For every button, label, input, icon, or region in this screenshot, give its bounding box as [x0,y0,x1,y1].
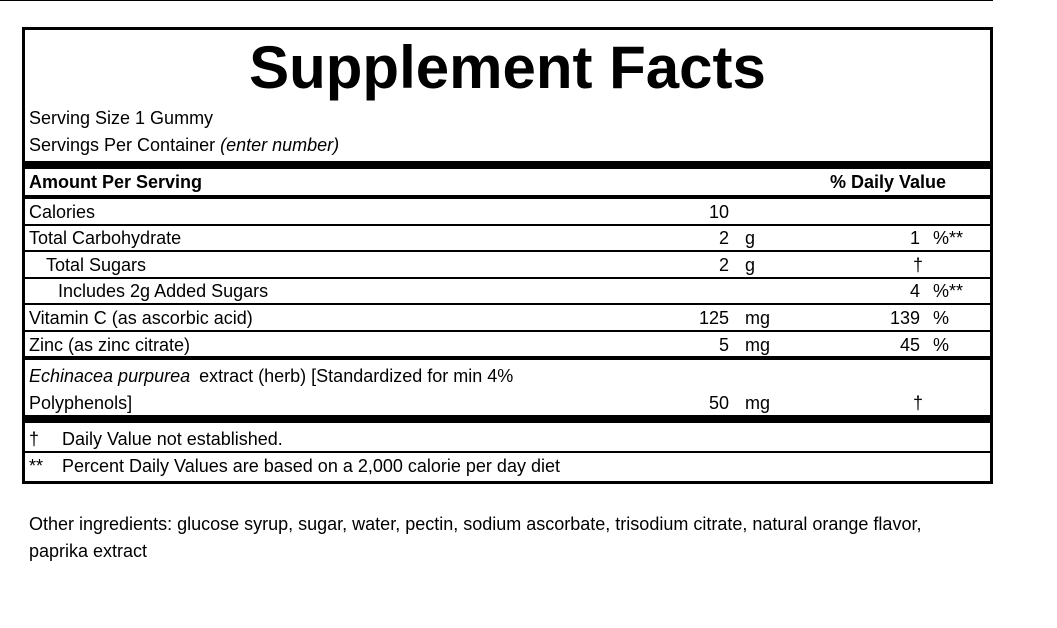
daily-value-unit: % [933,308,950,328]
unit: g [745,228,756,248]
thick-rule [25,415,990,423]
unit: mg [745,393,771,413]
herb-name-2: Polyphenols] [29,393,133,413]
unit: g [745,255,756,275]
footnote-text: Daily Value not established. [62,429,283,449]
amount: 125 [698,308,729,328]
servings-value: (enter number) [220,135,340,155]
footnote-symbol: † [29,429,40,449]
nutrient-name: Total Carbohydrate [29,228,182,248]
daily-value-unit: %** [933,281,964,301]
footnote-rule [25,451,990,453]
footnote-symbol: ** [29,456,44,476]
daily-value: † [913,255,924,275]
nutrient-name: Includes 2g Added Sugars [58,281,269,301]
unit: mg [745,308,771,328]
daily-value-unit: % [933,335,950,355]
row-rule [25,250,990,252]
nutrient-name: Zinc (as zinc citrate) [29,335,191,355]
unit: mg [745,335,771,355]
row-rule [25,224,990,226]
nutrient-name: Vitamin C (as ascorbic acid) [29,308,253,328]
servings-per-container: Servings Per Container (enter number) [29,134,339,156]
row-rule [25,277,990,279]
amount: 5 [718,335,729,355]
row-rule [25,330,990,332]
thick-rule [25,161,990,169]
top-rule [0,0,993,1]
label-box [22,27,993,484]
daily-value: 4 [909,281,920,301]
section-rule [25,356,990,360]
daily-value: 139 [889,308,920,328]
daily-value: † [913,393,924,413]
nutrient-name: Calories [29,202,96,222]
footnote-text: Percent Daily Values are based on a 2,00… [62,456,560,476]
amount: 2 [718,255,729,275]
daily-value-unit: %** [933,228,964,248]
herb-latin: Echinacea purpurea [29,366,191,386]
daily-value-header: % Daily Value [830,172,947,192]
daily-value: 1 [909,228,920,248]
amount: 50 [708,393,729,413]
herb-name: Echinacea purpurea extract (herb) [Stand… [29,365,513,387]
serving-size: Serving Size 1 Gummy [29,108,214,128]
title: Supplement Facts [249,34,766,101]
servings-label: Servings Per Container [29,135,216,155]
nutrient-name: Total Sugars [46,255,147,275]
daily-value: 45 [899,335,920,355]
amount: 10 [708,202,729,222]
amount: 2 [718,228,729,248]
amount-header: Amount Per Serving [29,172,203,192]
header-rule [25,195,990,199]
row-rule [25,303,990,305]
herb-desc: extract (herb) [Standardized for min 4% [199,366,514,386]
other-ingredients: Other ingredients: glucose syrup, sugar,… [29,514,922,561]
